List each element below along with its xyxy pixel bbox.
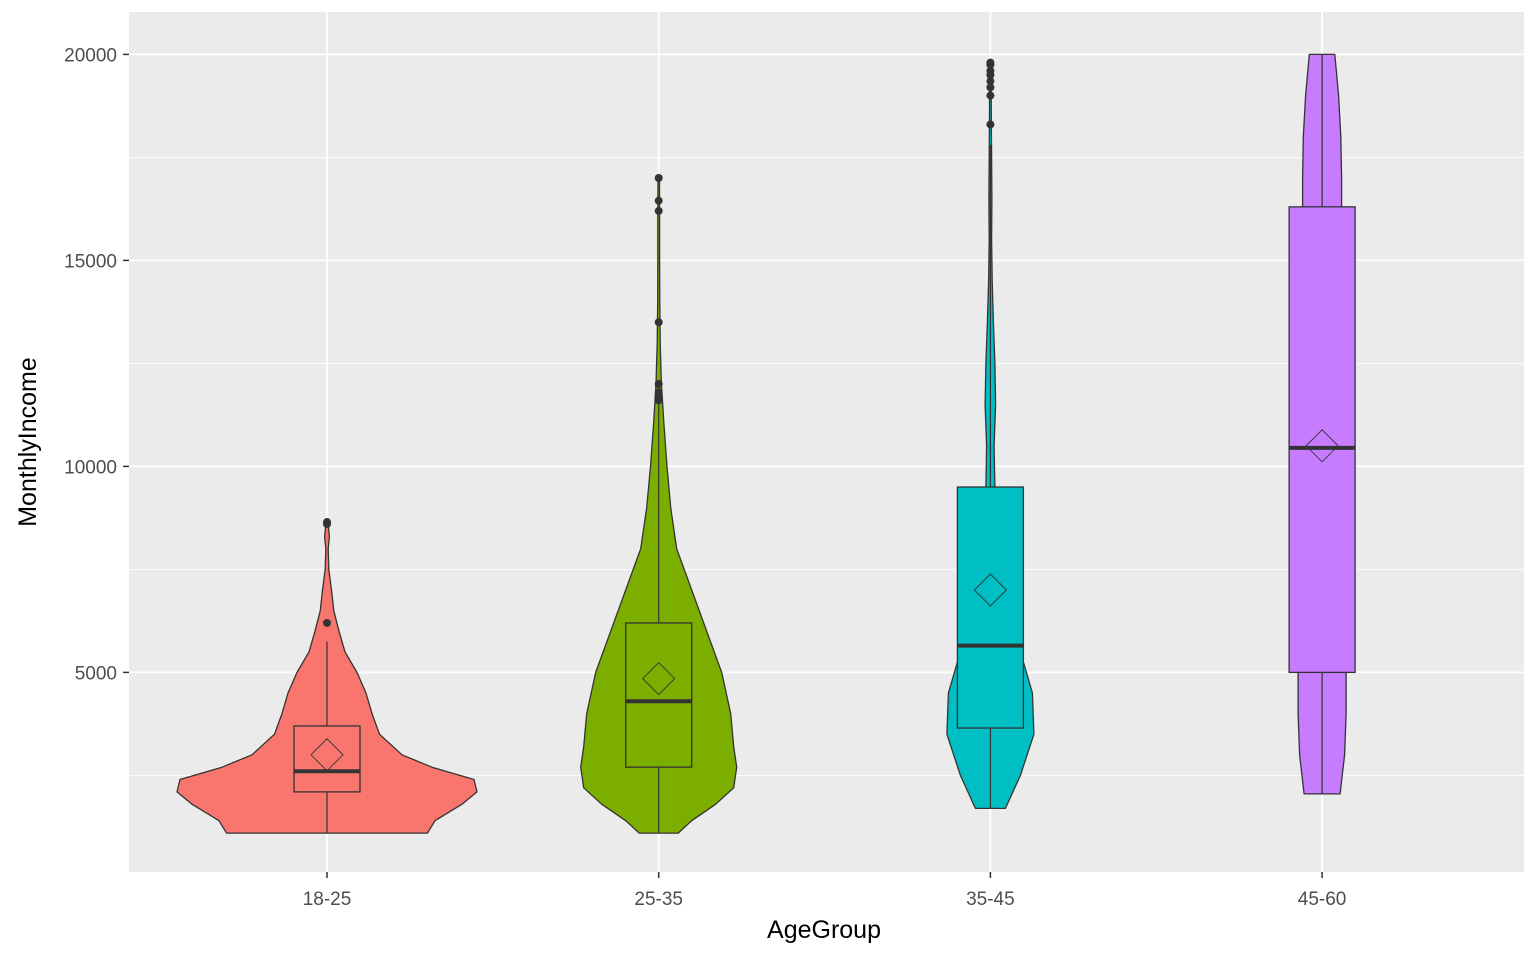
- mean-marker: [973, 573, 1008, 607]
- mean-marker: [1305, 429, 1339, 463]
- outlier-point: [323, 518, 331, 527]
- y-tick-label: 5000: [75, 663, 117, 684]
- group-35-45: [946, 58, 1035, 810]
- outlier-point: [986, 120, 995, 129]
- x-axis-title: AgeGroup: [767, 916, 881, 944]
- outlier-point: [654, 174, 663, 182]
- x-axis: 18-25 25-35 35-45 45-60: [303, 872, 1347, 910]
- x-tick-label: 35-45: [966, 889, 1015, 910]
- outlier-point: [986, 83, 995, 92]
- y-tick-label: 20000: [64, 45, 117, 66]
- group-45-60: [1288, 53, 1356, 795]
- outlier-point: [654, 206, 663, 215]
- iqr-box: [956, 486, 1025, 729]
- outlier-point: [654, 380, 663, 388]
- y-axis: 5000 10000 15000 20000: [64, 45, 129, 684]
- group-25-35: [580, 174, 738, 834]
- mean-marker: [310, 738, 344, 772]
- outlier-point: [654, 318, 663, 327]
- y-tick-label: 15000: [64, 251, 117, 272]
- y-axis-title: MonthlyIncome: [14, 357, 42, 527]
- outlier-point: [654, 388, 663, 397]
- outlier-point: [986, 77, 995, 86]
- iqr-box: [1288, 206, 1356, 674]
- outlier-point: [986, 91, 995, 100]
- x-tick-label: 45-60: [1298, 889, 1347, 910]
- group-18-25: [176, 518, 478, 834]
- chart-marks: [176, 53, 1356, 834]
- y-tick-label: 10000: [64, 457, 117, 478]
- outlier-point: [323, 618, 331, 627]
- iqr-box: [293, 725, 361, 793]
- mean-marker: [642, 661, 676, 696]
- outlier-point: [986, 66, 995, 75]
- x-tick-label: 25-35: [634, 889, 683, 910]
- outlier-point: [654, 196, 663, 205]
- outlier-point: [986, 58, 995, 67]
- x-tick-label: 18-25: [303, 889, 352, 910]
